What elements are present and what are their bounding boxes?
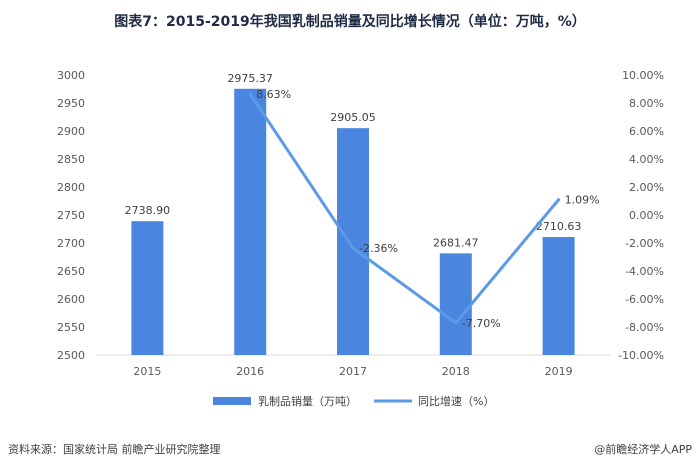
left-axis-tick: 2950 [57,97,85,110]
x-axis: 2015 2016 2017 2018 2019 [133,365,572,378]
left-axis: 2500 2550 2600 2650 2700 2750 2800 2850 2900 2950… [57,69,85,362]
left-axis-tick: 2800 [57,181,85,194]
right-axis-tick: -2.00% [625,237,664,250]
right-axis: -10.00% -8.00% -6.00% -4.00% -2.00% 0.00% 2.00… [618,69,664,362]
right-axis-tick: -6.00% [625,293,664,306]
right-axis-tick: 8.00% [629,97,664,110]
line-point [454,321,458,325]
footer: 资料来源：国家统计局 前瞻产业研究院整理 @前瞻经济学人APP [8,441,692,461]
bar-data-label: 2710.63 [536,220,582,233]
credit-note: @前瞻经济学人APP [594,443,692,456]
source-note: 资料来源：国家统计局 前瞻产业研究院整理 [8,443,221,456]
chart-title: 图表7：2015-2019年我国乳制品销量及同比增长情况（单位：万吨，%） [114,14,586,30]
x-axis-tick: 2016 [236,365,264,378]
line-point [351,246,355,250]
bar-data-label: 2738.90 [125,204,171,217]
bar [234,88,267,356]
legend-bar-label: 乳制品销量（万吨） [258,394,357,408]
bar [337,128,369,355]
line-point [557,198,561,202]
right-axis-tick: -4.00% [625,265,664,278]
line-data-label: 1.09% [565,194,600,207]
left-axis-tick: 2600 [57,293,85,306]
growth-line [248,92,561,325]
right-axis-tick: 6.00% [629,125,664,138]
x-axis-tick: 2015 [133,365,161,378]
right-axis-tick: 2.00% [629,181,664,194]
x-axis-tick: 2017 [339,365,367,378]
legend-line-label: 同比增速（%） [418,394,494,408]
left-axis-tick: 2650 [57,265,85,278]
left-axis-tick: 2900 [57,125,85,138]
left-axis-tick: 2850 [57,153,85,166]
left-axis-tick: 3000 [57,69,85,82]
left-axis-tick: 2550 [57,321,85,334]
line-point [248,92,252,96]
bar [131,221,164,355]
line-data-label: 8.63% [256,88,291,101]
line-data-label: -2.36% [359,242,398,255]
line-series: 8.63% -2.36% -7.70% 1.09% [248,88,600,330]
bar-data-label: 2975.37 [227,72,273,85]
right-axis-tick: 10.00% [622,69,664,82]
right-axis-tick: -10.00% [618,349,664,362]
x-axis-tick: 2019 [545,365,573,378]
legend: 乳制品销量（万吨） 同比增速（%） [213,394,494,408]
bar-series: 2738.90 2975.37 2905.05 2681.47 2710.63 [125,72,582,356]
left-axis-tick: 2750 [57,209,85,222]
left-axis-tick: 2500 [57,349,85,362]
right-axis-tick: -8.00% [625,321,664,334]
right-axis-tick: 0.00% [629,209,664,222]
legend-bar-swatch [213,397,251,405]
bar [542,237,575,355]
line-data-label: -7.70% [462,317,501,330]
right-axis-tick: 4.00% [629,153,664,166]
bar-data-label: 2905.05 [330,111,376,124]
bar-line-chart: 2500 2550 2600 2650 2700 2750 2800 2850 2900 2950… [57,69,664,408]
bar [439,253,472,355]
left-axis-tick: 2700 [57,237,85,250]
bar-data-label: 2681.47 [433,236,479,249]
x-axis-tick: 2018 [442,365,470,378]
